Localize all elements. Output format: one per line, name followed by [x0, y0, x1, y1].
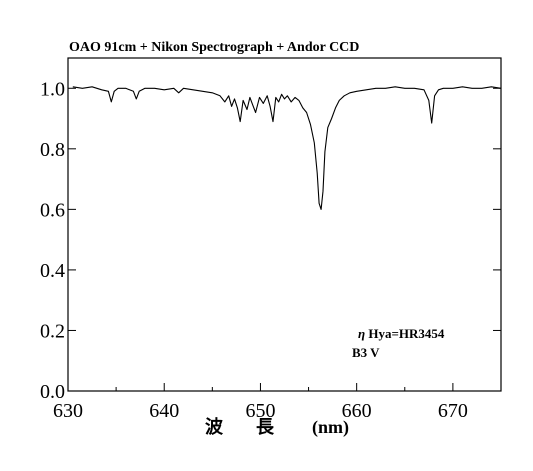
eta-symbol: η	[358, 326, 365, 341]
x-axis: 630 640 650 660 670	[53, 383, 468, 422]
y-axis: 0.0 0.2 0.4 0.6 0.8 1.0	[40, 78, 501, 403]
y-tick-label: 0.2	[40, 320, 65, 342]
x-axis-label-part: 長	[256, 417, 275, 437]
star-name-text: Hya=HR3454	[365, 326, 445, 341]
x-tick-label: 640	[149, 400, 179, 422]
x-axis-label-part: 波	[205, 416, 224, 437]
x-tick-label: 630	[53, 400, 83, 422]
y-tick-label: 0.4	[40, 260, 65, 282]
x-tick-label: 660	[342, 400, 372, 422]
x-tick-label: 650	[245, 400, 275, 422]
chart-title: OAO 91cm + Nikon Spectrograph + Andor CC…	[69, 40, 359, 55]
spectral-type-annotation: B3 V	[352, 345, 380, 360]
y-tick-label: 0.0	[40, 381, 65, 403]
x-tick-label: 670	[438, 400, 468, 422]
spectrum-line	[72, 86, 502, 210]
x-axis-label: 波 長 (nm)	[205, 416, 349, 438]
y-tick-label: 0.6	[40, 199, 65, 221]
y-tick-label: 1.0	[40, 78, 65, 100]
star-name-annotation: η Hya=HR3454	[358, 326, 445, 341]
x-axis-label-part: (nm)	[312, 417, 349, 438]
plot-frame	[67, 57, 502, 392]
y-tick-label: 0.8	[40, 139, 65, 161]
